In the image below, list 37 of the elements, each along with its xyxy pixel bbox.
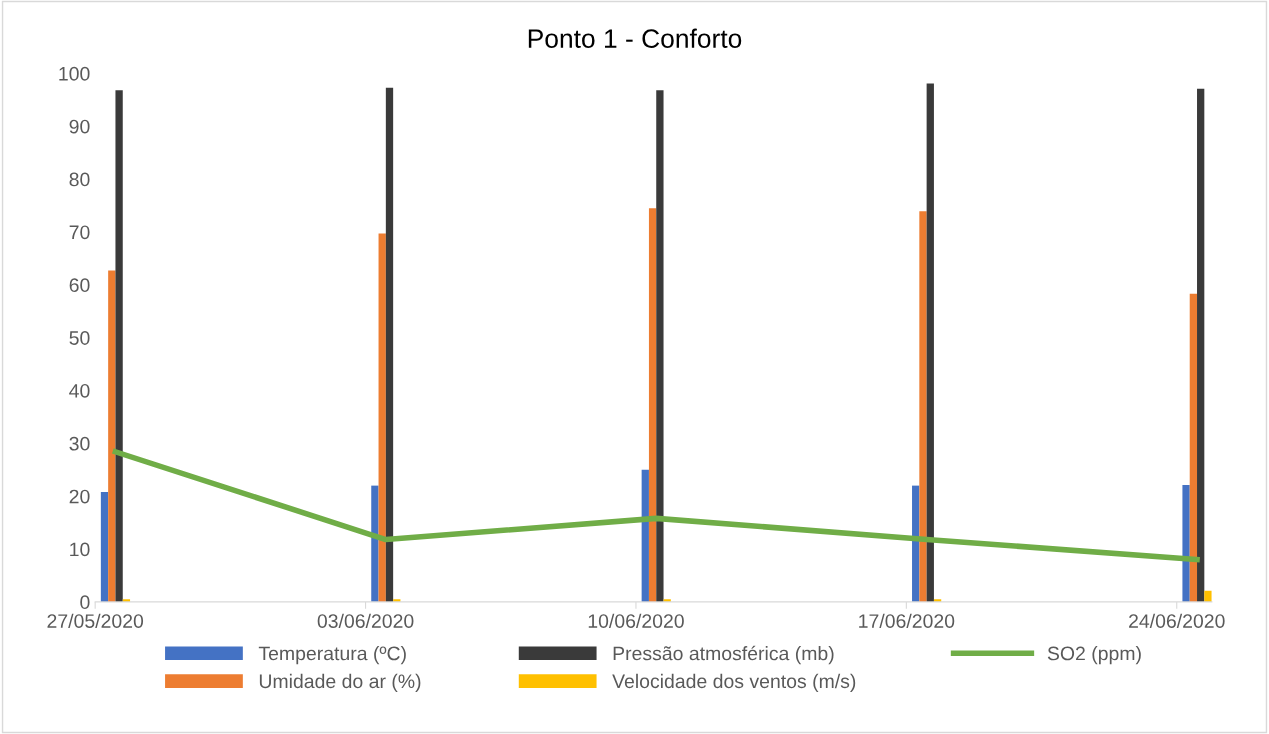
legend-label: Temperatura (ºC)	[258, 646, 406, 665]
x-tick-label: 10/06/2020	[588, 613, 684, 628]
y-tick-label: 50	[69, 331, 90, 345]
bar	[926, 83, 934, 602]
bar	[919, 211, 927, 602]
bar	[108, 270, 116, 602]
bar	[378, 233, 386, 602]
y-tick-label: 100	[59, 66, 90, 81]
legend-label: Pressão atmosférica (mb)	[613, 645, 834, 665]
y-tick-label: 60	[69, 278, 90, 293]
y-tick-label: 40	[69, 383, 90, 398]
x-tick-label: 17/06/2020	[859, 613, 955, 628]
bar	[1189, 293, 1198, 602]
bar	[1197, 88, 1205, 602]
legend-label: SO2 (ppm)	[1047, 646, 1141, 665]
y-tick-label: 0	[80, 595, 90, 610]
y-tick-label: 80	[69, 172, 90, 187]
bar	[115, 90, 123, 602]
y-tick-label: 20	[69, 489, 90, 504]
bar	[371, 485, 379, 602]
y-tick-label: 70	[69, 225, 90, 240]
legend-label: Velocidade dos ventos (m/s)	[612, 673, 856, 692]
chart-title: Ponto 1 - Conforto	[528, 28, 742, 48]
y-tick-label: 10	[70, 542, 90, 557]
y-tick-label: 90	[69, 119, 90, 134]
y-tick-label: 30	[69, 436, 90, 451]
bar	[656, 90, 664, 602]
bar	[641, 469, 649, 602]
legend-label: Umidade do ar (%)	[259, 673, 421, 692]
x-tick-label: 24/06/2020	[1129, 613, 1225, 628]
bar	[100, 491, 109, 602]
bar	[1182, 485, 1190, 602]
bar	[385, 87, 394, 602]
bar	[912, 485, 920, 602]
bar	[648, 208, 657, 602]
x-tick-label: 27/05/2020	[47, 613, 144, 628]
x-tick-label: 03/06/2020	[317, 613, 414, 628]
